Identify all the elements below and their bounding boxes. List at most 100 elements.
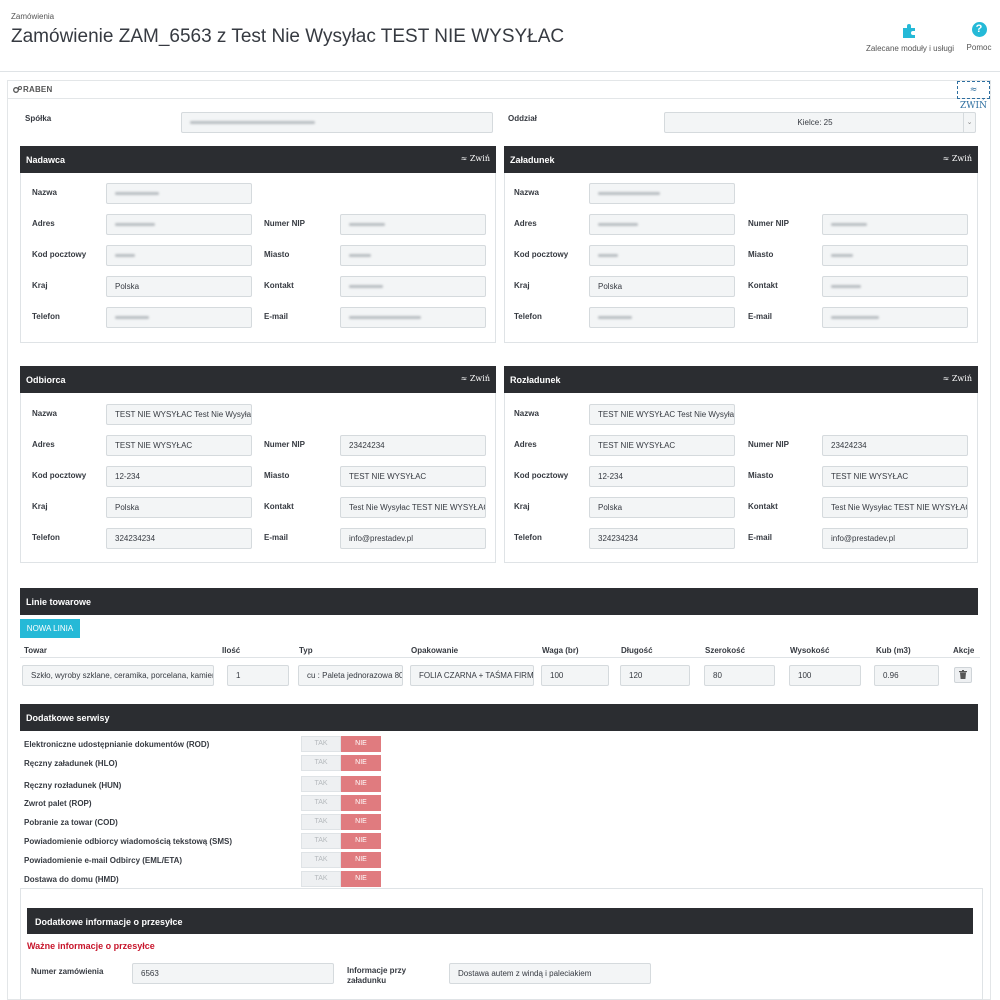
service-hun-toggle[interactable]: TAK NIE — [301, 776, 381, 792]
loading-info-field[interactable]: Dostawa autem z windą i paleciakiem — [449, 963, 651, 984]
toggle-yes[interactable]: TAK — [301, 755, 341, 771]
odbiorca-nazwa-field[interactable]: TEST NIE WYSYŁAC Test Nie Wysyłac — [106, 404, 252, 425]
opakowanie-select[interactable]: FOLIA CZARNA + TAŚMA FIRMOWA — [410, 665, 534, 686]
toggle-no[interactable]: NIE — [341, 833, 381, 849]
zaladunek-adres-label: Adres — [514, 219, 537, 228]
toggle-yes[interactable]: TAK — [301, 814, 341, 830]
service-rop-toggle[interactable]: TAK NIE — [301, 795, 381, 811]
odbiorca-nip-field[interactable]: 23424234 — [340, 435, 486, 456]
zaladunek-kod-field[interactable] — [589, 245, 735, 266]
col-szerokosc: Szerokość — [705, 646, 746, 655]
toggle-no[interactable]: NIE — [341, 852, 381, 868]
nadawca-telefon-field[interactable] — [106, 307, 252, 328]
service-hun-label: Ręczny rozładunek (HUN) — [24, 781, 122, 790]
wysokosc-field[interactable]: 100 — [789, 665, 861, 686]
zaladunek-telefon-field[interactable] — [589, 307, 735, 328]
zaladunek-collapse[interactable]: ≈ Zwiń — [942, 154, 972, 163]
breadcrumb[interactable]: Zamówienia — [11, 12, 55, 21]
zaladunek-nip-label: Numer NIP — [748, 219, 789, 228]
typ-select[interactable]: cu : Paleta jednorazowa 80x120 — [298, 665, 403, 686]
rozladunek-kontakt-field[interactable]: Test Nie Wysyłac TEST NIE WYSYŁAC — [822, 497, 968, 518]
col-wysokosc: Wysokość — [790, 646, 830, 655]
rozladunek-miasto-field[interactable]: TEST NIE WYSYŁAC — [822, 466, 968, 487]
rozladunek-adres-field[interactable]: TEST NIE WYSYŁAC — [589, 435, 735, 456]
recommended-modules-button[interactable]: Zalecane moduły i usługi — [862, 22, 958, 53]
zaladunek-email-field[interactable] — [822, 307, 968, 328]
nadawca-nazwa-field[interactable] — [106, 183, 252, 204]
new-line-button[interactable]: NOWA LINIA — [20, 619, 80, 638]
nadawca-kod-field[interactable] — [106, 245, 252, 266]
zaladunek-nip-field[interactable] — [822, 214, 968, 235]
zaladunek-nazwa-field[interactable] — [589, 183, 735, 204]
toggle-no[interactable]: NIE — [341, 871, 381, 887]
delete-line-button[interactable] — [954, 667, 972, 683]
odbiorca-kod-field[interactable]: 12-234 — [106, 466, 252, 487]
service-eml-toggle[interactable]: TAK NIE — [301, 852, 381, 868]
help-button[interactable]: ? Pomoc — [962, 22, 996, 52]
oddzial-select[interactable]: Kielce: 25 ⌄ — [664, 112, 976, 133]
service-sms-toggle[interactable]: TAK NIE — [301, 833, 381, 849]
nadawca-adres-field[interactable] — [106, 214, 252, 235]
odbiorca-miasto-field[interactable]: TEST NIE WYSYŁAC — [340, 466, 486, 487]
nadawca-kontakt-field[interactable] — [340, 276, 486, 297]
rozladunek-nip-field[interactable]: 23424234 — [822, 435, 968, 456]
toggle-yes[interactable]: TAK — [301, 776, 341, 792]
col-kub: Kub (m3) — [876, 646, 911, 655]
puzzle-icon — [903, 24, 915, 38]
rozladunek-email-label: E-mail — [748, 533, 773, 542]
rozladunek-kod-field[interactable]: 12-234 — [589, 466, 735, 487]
nadawca-kod-label: Kod pocztowy — [32, 250, 87, 259]
toggle-no[interactable]: NIE — [341, 814, 381, 830]
odbiorca-collapse[interactable]: ≈ Zwiń — [460, 374, 490, 383]
collapse-panel-button[interactable]: ≈ ZWIŃ — [957, 81, 990, 111]
help-icon: ? — [971, 22, 987, 37]
rozladunek-adres-label: Adres — [514, 440, 537, 449]
toggle-no[interactable]: NIE — [341, 736, 381, 752]
toggle-yes[interactable]: TAK — [301, 795, 341, 811]
odbiorca-kontakt-field[interactable]: Test Nie Wysyłac TEST NIE WYSYŁAC — [340, 497, 486, 518]
service-rod-toggle[interactable]: TAK NIE — [301, 736, 381, 752]
nadawca-collapse[interactable]: ≈ Zwiń — [460, 154, 490, 163]
towar-select[interactable]: Szkło, wyroby szklane, ceramika, porcela… — [22, 665, 214, 686]
toggle-no[interactable]: NIE — [341, 776, 381, 792]
rozladunek-email-field[interactable]: info@prestadev.pl — [822, 528, 968, 549]
zaladunek-kraj-field[interactable]: Polska — [589, 276, 735, 297]
nadawca-nip-field[interactable] — [340, 214, 486, 235]
rozladunek-nazwa-field[interactable]: TEST NIE WYSYŁAC Test Nie Wysyłac — [589, 404, 735, 425]
zaladunek-email-label: E-mail — [748, 312, 773, 321]
odbiorca-email-field[interactable]: info@prestadev.pl — [340, 528, 486, 549]
spolka-field[interactable] — [181, 112, 493, 133]
nadawca-email-field[interactable] — [340, 307, 486, 328]
toggle-no[interactable]: NIE — [341, 795, 381, 811]
ilosc-field[interactable]: 1 — [227, 665, 289, 686]
odbiorca-adres-field[interactable]: TEST NIE WYSYŁAC — [106, 435, 252, 456]
toggle-no[interactable]: NIE — [341, 755, 381, 771]
toggle-yes[interactable]: TAK — [301, 852, 341, 868]
nadawca-kraj-field[interactable]: Polska — [106, 276, 252, 297]
toggle-yes[interactable]: TAK — [301, 833, 341, 849]
rozladunek-kraj-field[interactable]: Polska — [589, 497, 735, 518]
service-cod-toggle[interactable]: TAK NIE — [301, 814, 381, 830]
rozladunek-collapse[interactable]: ≈ Zwiń — [942, 374, 972, 383]
zaladunek-kontakt-field[interactable] — [822, 276, 968, 297]
zaladunek-miasto-label: Miasto — [748, 250, 774, 259]
kub-field[interactable]: 0.96 — [874, 665, 939, 686]
zaladunek-kontakt-label: Kontakt — [748, 281, 778, 290]
odbiorca-telefon-field[interactable]: 324234234 — [106, 528, 252, 549]
dlugosc-field[interactable]: 120 — [620, 665, 690, 686]
service-hmd-toggle[interactable]: TAK NIE — [301, 871, 381, 887]
rozladunek-telefon-label: Telefon — [514, 533, 542, 542]
zaladunek-miasto-field[interactable] — [822, 245, 968, 266]
service-hlo-toggle[interactable]: TAK NIE — [301, 755, 381, 771]
odbiorca-kraj-field[interactable]: Polska — [106, 497, 252, 518]
nadawca-miasto-field[interactable] — [340, 245, 486, 266]
toggle-yes[interactable]: TAK — [301, 736, 341, 752]
rozladunek-telefon-field[interactable]: 324234234 — [589, 528, 735, 549]
odbiorca-box — [20, 393, 496, 563]
toggle-yes[interactable]: TAK — [301, 871, 341, 887]
order-number-field[interactable]: 6563 — [132, 963, 334, 984]
zaladunek-adres-field[interactable] — [589, 214, 735, 235]
waga-field[interactable]: 100 — [541, 665, 609, 686]
oddzial-selected-value: Kielce: 25 — [797, 118, 833, 127]
szerokosc-field[interactable]: 80 — [704, 665, 775, 686]
